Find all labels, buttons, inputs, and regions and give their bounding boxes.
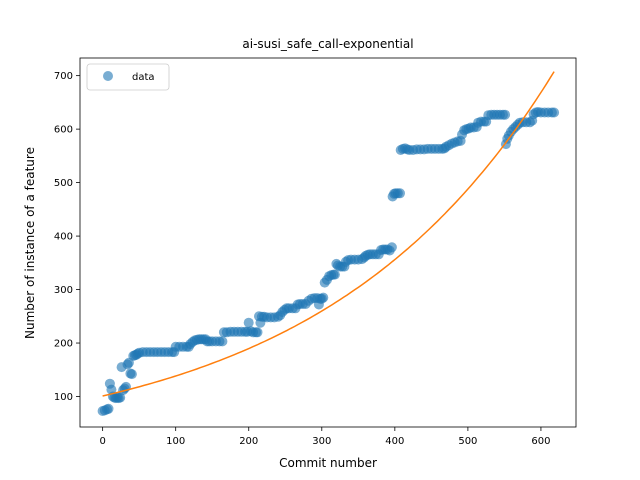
plot-frame bbox=[79, 57, 577, 428]
x-tick-label: 600 bbox=[531, 436, 550, 447]
legend-label: data bbox=[132, 72, 155, 83]
x-tick-label: 400 bbox=[385, 436, 404, 447]
x-tick-label: 500 bbox=[458, 436, 477, 447]
fit-line bbox=[102, 71, 555, 397]
y-axis-title: Number of instance of a feature bbox=[23, 147, 37, 339]
x-axis-ticks: 0 100 200 300 400 500 600 bbox=[99, 427, 550, 447]
legend-marker-icon bbox=[103, 71, 113, 81]
data-point bbox=[318, 292, 329, 303]
x-axis-title: Commit number bbox=[279, 456, 377, 470]
x-tick-label: 200 bbox=[239, 436, 258, 447]
y-axis-ticks: 100 200 300 400 500 600 700 bbox=[54, 71, 80, 403]
data-point bbox=[126, 369, 137, 380]
chart-title: ai-susi_safe_call-exponential bbox=[242, 37, 413, 51]
y-tick-label: 700 bbox=[54, 71, 73, 82]
x-tick-label: 0 bbox=[99, 436, 105, 447]
x-tick-label: 300 bbox=[312, 436, 331, 447]
y-tick-label: 400 bbox=[54, 232, 73, 243]
data-point bbox=[386, 242, 397, 253]
y-tick-label: 500 bbox=[54, 178, 73, 189]
legend-box bbox=[86, 63, 170, 91]
data-point bbox=[500, 109, 511, 120]
data-point bbox=[115, 392, 126, 403]
data-point bbox=[103, 403, 114, 414]
data-points-layer bbox=[97, 107, 560, 416]
y-tick-label: 200 bbox=[54, 339, 73, 350]
data-point bbox=[395, 188, 405, 199]
data-point bbox=[329, 269, 340, 280]
y-tick-label: 300 bbox=[54, 285, 73, 296]
data-point bbox=[252, 327, 263, 338]
data-point bbox=[217, 336, 228, 347]
y-tick-label: 600 bbox=[54, 125, 73, 136]
data-point bbox=[243, 317, 254, 328]
x-tick-label: 100 bbox=[166, 436, 185, 447]
data-point bbox=[549, 107, 560, 118]
legend: data bbox=[86, 63, 170, 91]
y-tick-label: 100 bbox=[54, 392, 73, 403]
